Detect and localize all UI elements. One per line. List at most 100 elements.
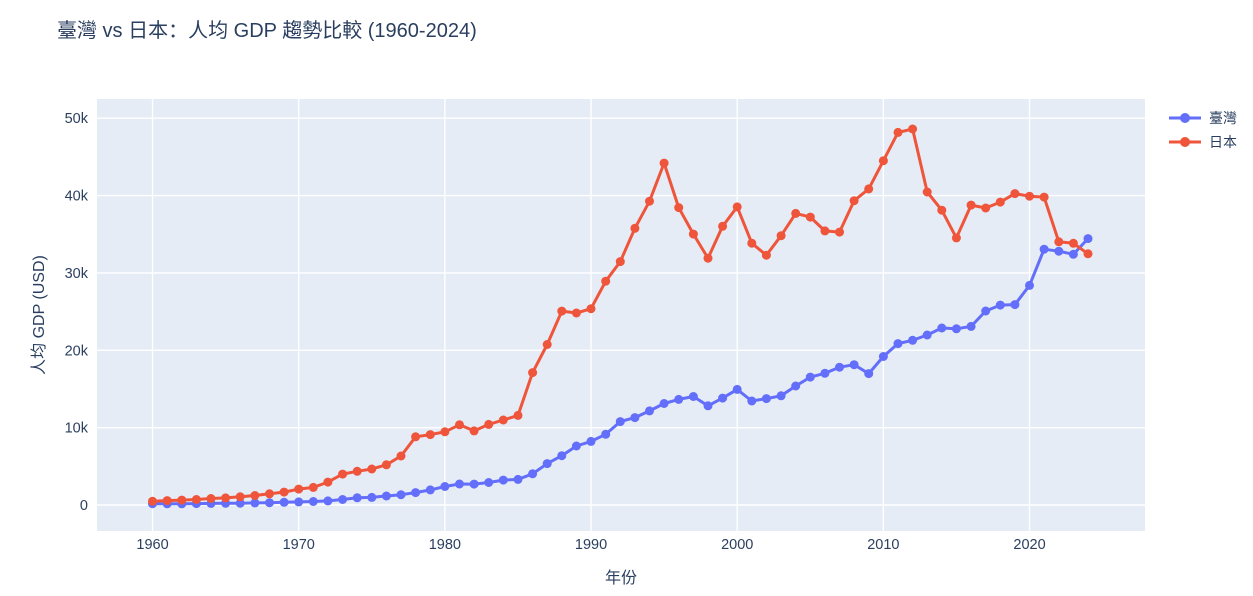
marker-taiwan[interactable] xyxy=(835,362,844,372)
marker-taiwan[interactable] xyxy=(352,493,362,503)
marker-japan[interactable] xyxy=(805,212,815,222)
marker-japan[interactable] xyxy=(1039,192,1049,202)
marker-japan[interactable] xyxy=(191,495,201,504)
marker-taiwan[interactable] xyxy=(761,394,771,404)
marker-japan[interactable] xyxy=(498,415,508,425)
marker-taiwan[interactable] xyxy=(615,417,625,427)
marker-taiwan[interactable] xyxy=(703,401,713,411)
marker-taiwan[interactable] xyxy=(893,339,903,349)
marker-japan[interactable] xyxy=(937,205,947,215)
marker-japan[interactable] xyxy=(1054,237,1064,247)
marker-japan[interactable] xyxy=(411,432,421,442)
marker-japan[interactable] xyxy=(279,487,289,497)
marker-japan[interactable] xyxy=(162,496,172,506)
marker-japan[interactable] xyxy=(820,226,830,236)
marker-japan[interactable] xyxy=(571,308,581,318)
marker-taiwan[interactable] xyxy=(922,330,932,340)
marker-japan[interactable] xyxy=(791,208,801,218)
marker-taiwan[interactable] xyxy=(659,399,669,408)
marker-japan[interactable] xyxy=(995,197,1005,207)
marker-taiwan[interactable] xyxy=(411,488,421,498)
marker-taiwan[interactable] xyxy=(308,497,318,506)
marker-taiwan[interactable] xyxy=(878,352,888,361)
marker-japan[interactable] xyxy=(148,496,157,506)
marker-taiwan[interactable] xyxy=(864,369,874,379)
marker-japan[interactable] xyxy=(528,368,538,378)
marker-japan[interactable] xyxy=(367,464,377,474)
marker-taiwan[interactable] xyxy=(908,335,918,345)
marker-japan[interactable] xyxy=(776,231,786,241)
marker-japan[interactable] xyxy=(294,484,304,494)
marker-japan[interactable] xyxy=(221,493,231,503)
marker-japan[interactable] xyxy=(323,477,333,487)
marker-japan[interactable] xyxy=(586,304,596,314)
marker-japan[interactable] xyxy=(747,238,757,248)
marker-japan[interactable] xyxy=(893,127,903,137)
marker-japan[interactable] xyxy=(674,203,684,213)
marker-japan[interactable] xyxy=(630,223,640,233)
marker-japan[interactable] xyxy=(308,482,318,492)
marker-taiwan[interactable] xyxy=(542,459,552,469)
marker-japan[interactable] xyxy=(455,420,464,430)
legend-item-taiwan[interactable]: 臺灣 xyxy=(1168,106,1237,130)
marker-taiwan[interactable] xyxy=(791,381,801,391)
marker-japan[interactable] xyxy=(615,257,625,267)
marker-japan[interactable] xyxy=(557,306,567,316)
marker-japan[interactable] xyxy=(381,460,391,470)
marker-japan[interactable] xyxy=(718,221,728,231)
marker-taiwan[interactable] xyxy=(484,478,494,487)
marker-taiwan[interactable] xyxy=(250,498,260,508)
marker-japan[interactable] xyxy=(688,229,698,239)
marker-taiwan[interactable] xyxy=(557,451,567,461)
marker-japan[interactable] xyxy=(542,340,552,349)
marker-japan[interactable] xyxy=(206,494,216,503)
marker-japan[interactable] xyxy=(425,430,435,440)
marker-japan[interactable] xyxy=(645,196,654,206)
marker-taiwan[interactable] xyxy=(805,372,815,382)
marker-taiwan[interactable] xyxy=(645,406,654,416)
marker-japan[interactable] xyxy=(1068,238,1078,248)
marker-japan[interactable] xyxy=(440,427,450,437)
marker-taiwan[interactable] xyxy=(849,360,859,370)
marker-taiwan[interactable] xyxy=(294,497,304,507)
marker-taiwan[interactable] xyxy=(1025,280,1034,290)
marker-taiwan[interactable] xyxy=(820,368,830,378)
marker-taiwan[interactable] xyxy=(1068,249,1078,259)
marker-taiwan[interactable] xyxy=(718,393,728,403)
marker-taiwan[interactable] xyxy=(469,479,479,489)
marker-taiwan[interactable] xyxy=(513,474,523,484)
marker-taiwan[interactable] xyxy=(966,321,976,331)
marker-japan[interactable] xyxy=(922,187,932,197)
marker-japan[interactable] xyxy=(849,196,859,206)
marker-taiwan[interactable] xyxy=(776,391,786,401)
marker-taiwan[interactable] xyxy=(528,469,538,479)
marker-japan[interactable] xyxy=(732,202,742,212)
marker-taiwan[interactable] xyxy=(981,306,991,316)
marker-japan[interactable] xyxy=(469,426,479,436)
marker-japan[interactable] xyxy=(864,184,874,194)
marker-japan[interactable] xyxy=(703,253,713,263)
marker-japan[interactable] xyxy=(835,227,844,237)
marker-taiwan[interactable] xyxy=(265,498,274,508)
marker-japan[interactable] xyxy=(235,492,245,502)
marker-taiwan[interactable] xyxy=(688,392,698,401)
marker-taiwan[interactable] xyxy=(951,324,961,334)
marker-japan[interactable] xyxy=(1083,249,1093,259)
legend-item-japan[interactable]: 日本 xyxy=(1168,130,1237,154)
marker-taiwan[interactable] xyxy=(571,441,581,451)
marker-japan[interactable] xyxy=(951,233,961,243)
marker-taiwan[interactable] xyxy=(396,490,406,500)
marker-taiwan[interactable] xyxy=(367,492,377,502)
marker-japan[interactable] xyxy=(966,200,976,210)
marker-taiwan[interactable] xyxy=(732,384,742,394)
marker-japan[interactable] xyxy=(265,489,274,499)
marker-taiwan[interactable] xyxy=(425,485,435,495)
marker-japan[interactable] xyxy=(1010,189,1020,199)
marker-taiwan[interactable] xyxy=(630,413,640,423)
marker-taiwan[interactable] xyxy=(1054,246,1064,256)
marker-taiwan[interactable] xyxy=(1083,234,1093,244)
marker-japan[interactable] xyxy=(352,466,362,476)
marker-taiwan[interactable] xyxy=(995,300,1005,310)
marker-taiwan[interactable] xyxy=(279,497,289,507)
marker-taiwan[interactable] xyxy=(498,475,508,485)
